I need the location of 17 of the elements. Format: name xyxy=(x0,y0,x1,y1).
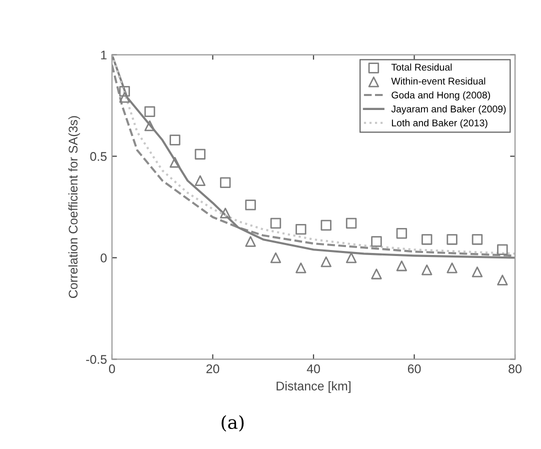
x-tick-label: 60 xyxy=(408,364,421,374)
legend-label: Total Residual xyxy=(391,64,452,71)
y-tick-label: 0 xyxy=(100,254,107,262)
x-tick-label: 40 xyxy=(306,364,320,374)
y-tick-label: 1 xyxy=(101,50,107,60)
legend-label: Loth and Baker (2013) xyxy=(392,119,488,128)
legend-label: Goda and Hong (2008) xyxy=(392,91,490,100)
x-tick-label: 0 xyxy=(109,364,115,374)
legend-label: Jayaram and Baker (2009) xyxy=(391,105,506,114)
legend-label: Within-event Residual xyxy=(391,77,486,85)
x-axis-title: Distance [km] xyxy=(276,381,350,393)
text: (a) xyxy=(222,415,244,432)
y-axis-title: Correlation Coefficient for SA(3s) xyxy=(68,116,80,298)
y-tick-label: -0.5 xyxy=(86,355,107,364)
x-tick-label: 80 xyxy=(508,364,522,374)
x-tick-label: 20 xyxy=(206,364,220,374)
y-tick-label: 0.5 xyxy=(90,152,107,161)
